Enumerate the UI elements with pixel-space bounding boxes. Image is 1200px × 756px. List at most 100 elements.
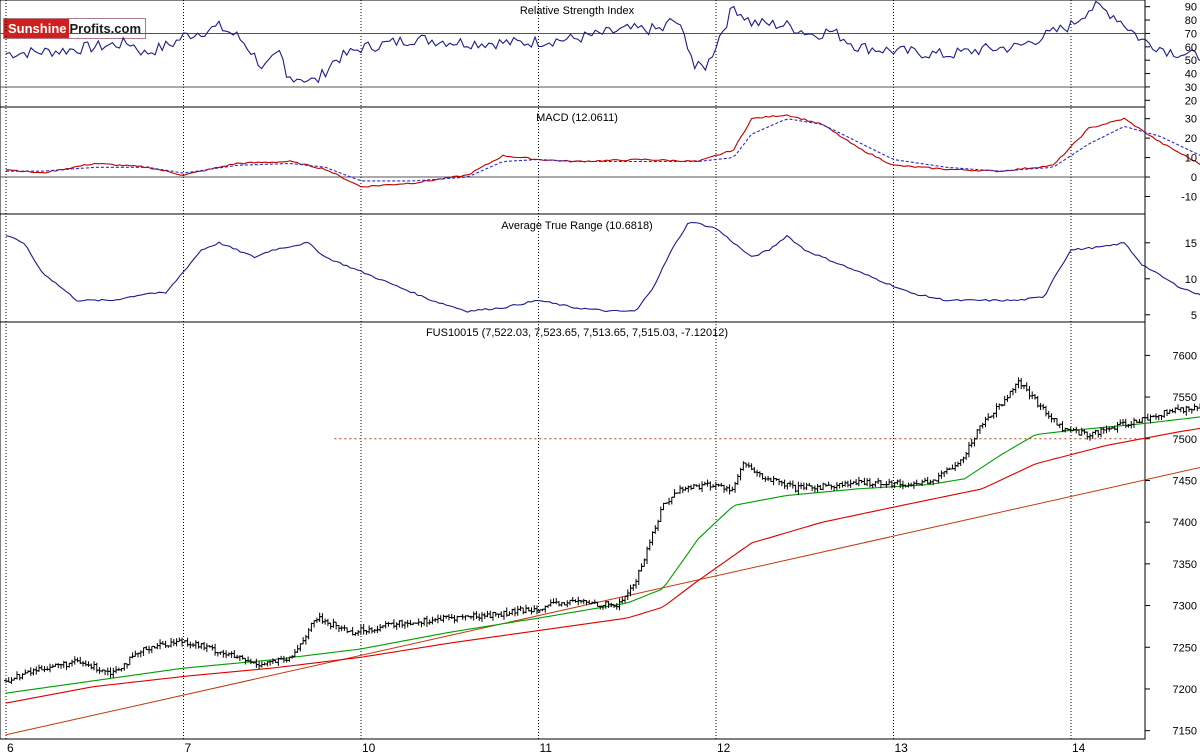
ohlc-bar xyxy=(840,481,845,488)
candles-layer xyxy=(4,377,1200,684)
ohlc-bar xyxy=(185,637,190,647)
ohlc-bar xyxy=(512,607,517,617)
tick-labels-layer: 6 7 10 11 12 13 142030405060708090-10010203051… xyxy=(7,2,1197,755)
ohlc-bar xyxy=(554,597,559,605)
y-tick-label: 7200 xyxy=(1173,684,1197,696)
ohlc-bar xyxy=(292,648,297,658)
ohlc-bar xyxy=(980,422,985,429)
ohlc-bar xyxy=(843,480,848,487)
ohlc-bar xyxy=(86,661,91,667)
ohlc-bar xyxy=(1043,405,1048,417)
ohlc-bar xyxy=(790,480,795,489)
ohlc-bar xyxy=(964,452,969,460)
ohlc-bar xyxy=(358,624,363,635)
ohlc-bar xyxy=(477,613,482,622)
y-tick-label: 7600 xyxy=(1173,350,1197,362)
ohlc-bar xyxy=(914,479,919,486)
y-tick-label: 7500 xyxy=(1173,434,1197,446)
ohlc-bar xyxy=(523,604,528,614)
ohlc-bar xyxy=(391,619,396,629)
y-tick-label: 7150 xyxy=(1173,726,1197,738)
ohlc-bar xyxy=(64,661,69,670)
ohlc-bar xyxy=(658,506,663,522)
ohlc-bar xyxy=(339,625,344,632)
ohlc-bar xyxy=(832,485,837,491)
ohlc-bar xyxy=(746,462,751,468)
ohlc-bar xyxy=(955,461,960,467)
ohlc-bar xyxy=(383,621,388,629)
ohlc-bar xyxy=(254,658,259,669)
ohlc-bar xyxy=(785,482,790,490)
ohlc-bar xyxy=(325,618,330,626)
ohlc-bar xyxy=(565,600,570,608)
ohlc-bar xyxy=(224,650,229,659)
ohlc-bar xyxy=(490,611,495,621)
ohlc-bar xyxy=(994,403,999,418)
ohlc-bar xyxy=(202,641,207,651)
macd-line xyxy=(6,114,1200,188)
x-tick-label: 6 xyxy=(7,741,14,755)
y-tick-label: 7550 xyxy=(1173,392,1197,404)
ohlc-bar xyxy=(771,475,776,486)
ohlc-bar xyxy=(356,629,361,637)
ohlc-bar xyxy=(75,657,80,663)
ohlc-bar xyxy=(468,615,473,620)
ohlc-bar xyxy=(72,656,77,665)
ohlc-bar xyxy=(23,669,28,675)
ohlc-bar xyxy=(689,484,694,491)
ohlc-bar xyxy=(1032,394,1037,400)
ohlc-bar xyxy=(735,474,740,485)
ohlc-bar xyxy=(1054,418,1059,426)
ohlc-bar xyxy=(94,662,99,673)
ohlc-bar xyxy=(452,615,457,624)
ohlc-bar xyxy=(845,480,850,488)
ohlc-bar xyxy=(303,634,308,645)
ohlc-bar xyxy=(1118,419,1123,425)
ohlc-bar xyxy=(97,667,102,674)
ohlc-bar xyxy=(196,641,201,649)
ohlc-bar xyxy=(323,618,328,625)
ohlc-bar xyxy=(56,663,61,669)
macd-signal-line xyxy=(6,118,1200,182)
ohlc-bar xyxy=(116,667,121,671)
ohlc-bar xyxy=(1162,409,1167,418)
ohlc-bar xyxy=(634,578,639,589)
ohlc-bar xyxy=(650,531,655,546)
ohlc-bar xyxy=(1176,404,1181,411)
ohlc-bar xyxy=(669,496,674,505)
ohlc-bar xyxy=(939,470,944,479)
ohlc-bar xyxy=(243,657,248,665)
x-tick-label: 7 xyxy=(185,741,192,755)
ohlc-bar xyxy=(386,621,391,627)
ohlc-bar xyxy=(708,481,713,491)
series-layer xyxy=(0,0,1200,736)
ohlc-bar xyxy=(419,621,424,628)
y-tick-label: 70 xyxy=(1185,28,1197,40)
price-panel-frame xyxy=(0,321,1146,740)
y-tick-label: 30 xyxy=(1185,114,1197,126)
ohlc-bar xyxy=(529,607,534,615)
y-tick-label: 7350 xyxy=(1173,559,1197,571)
rsi-line xyxy=(5,0,1200,84)
y-tick-label: 5 xyxy=(1191,310,1197,322)
ohlc-bar xyxy=(37,664,42,672)
moving-average-red xyxy=(5,427,1200,704)
rsi-title: Relative Strength Index xyxy=(520,5,635,17)
ohlc-bar xyxy=(1027,386,1032,400)
ohlc-bar xyxy=(829,484,834,490)
ohlc-bar xyxy=(127,656,132,666)
ohlc-bar xyxy=(779,480,784,487)
ohlc-bar xyxy=(15,671,20,680)
ohlc-bar xyxy=(240,655,245,660)
ohlc-bar xyxy=(229,651,234,658)
ohlc-bar xyxy=(257,661,262,670)
ohlc-bar xyxy=(724,485,729,492)
ohlc-bar xyxy=(138,650,143,658)
ohlc-bar xyxy=(163,640,168,648)
ohlc-bar xyxy=(317,612,322,623)
ohlc-bar xyxy=(39,665,44,671)
ohlc-bar xyxy=(719,482,724,487)
ohlc-bar xyxy=(678,485,683,494)
y-tick-label: 10 xyxy=(1185,153,1197,165)
